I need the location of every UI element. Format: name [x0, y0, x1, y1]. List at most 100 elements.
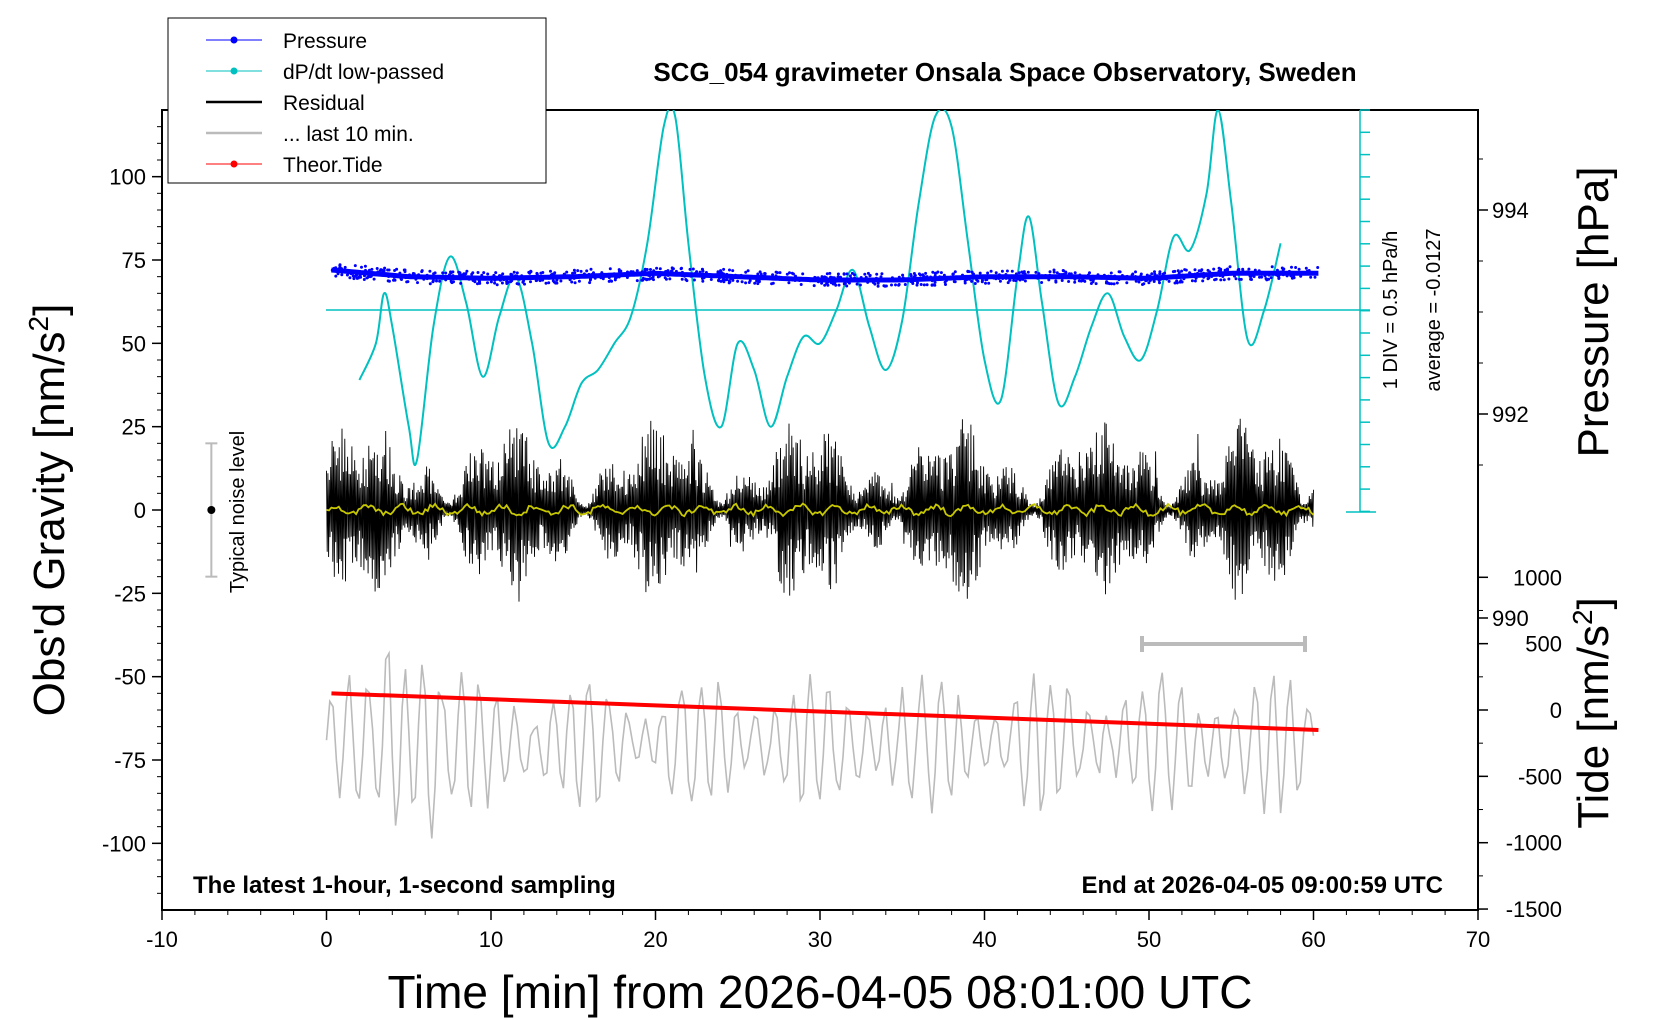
pressure-point: [1054, 274, 1058, 278]
pressure-point: [771, 277, 775, 281]
pressure-point: [1282, 267, 1286, 271]
theoretical-tide-series: [331, 691, 1319, 732]
x-tick-label: -10: [146, 927, 178, 952]
pressure-point: [343, 268, 347, 272]
pressure-point: [1217, 266, 1221, 270]
chart-title: SCG_054 gravimeter Onsala Space Observat…: [653, 57, 1356, 87]
legend-label: dP/dt low-passed: [283, 61, 444, 84]
pressure-point: [713, 274, 717, 278]
pressure-point: [1148, 274, 1152, 278]
pressure-point: [903, 283, 907, 286]
pressure-point: [980, 280, 984, 284]
pressure-point: [529, 280, 532, 284]
pressure-point: [655, 266, 659, 270]
pressure-point: [820, 275, 824, 279]
legend-label: Theor.Tide: [283, 154, 383, 177]
pressure-point: [339, 267, 343, 271]
pressure-point: [1004, 276, 1008, 280]
pressure-point: [646, 273, 650, 277]
pressure-point: [719, 279, 723, 283]
pressure-point: [689, 274, 693, 278]
pressure-point: [823, 283, 827, 287]
pressure-point: [685, 279, 689, 283]
pressure-point: [954, 277, 958, 280]
pressure-point: [1044, 274, 1047, 277]
pressure-point: [482, 271, 486, 275]
pressure-point: [1055, 271, 1059, 275]
pressure-point: [348, 276, 352, 280]
pressure-point: [744, 281, 748, 285]
y-axis-label-tide: Tide [nm/s2]: [1567, 597, 1618, 829]
pressure-point: [1241, 267, 1245, 271]
pressure-point: [1265, 278, 1269, 282]
pressure-point: [930, 283, 934, 287]
pressure-point: [680, 277, 684, 281]
pressure-point: [1040, 274, 1044, 278]
pressure-point: [1190, 279, 1194, 283]
pressure-point: [1256, 272, 1260, 276]
pressure-point: [1165, 277, 1169, 281]
pressure-point: [387, 279, 391, 283]
pressure-point: [722, 267, 726, 271]
pressure-point: [1150, 272, 1154, 276]
pressure-point: [698, 270, 702, 274]
pressure-point: [1081, 278, 1085, 282]
pressure-point: [1064, 275, 1068, 279]
dpdt-div-scale: [1346, 109, 1376, 513]
pressure-point: [1263, 274, 1267, 278]
pressure-point: [812, 284, 816, 288]
pressure-point: [1222, 278, 1226, 282]
pressure-point: [1212, 267, 1216, 271]
pressure-point: [933, 280, 937, 284]
pressure-point: [1178, 275, 1182, 279]
pressure-point: [573, 281, 577, 285]
y-tick-label: -50: [114, 665, 146, 690]
pressure-point: [649, 268, 652, 271]
pressure-point: [544, 281, 548, 285]
pressure-point: [1092, 278, 1095, 282]
pressure-point: [853, 273, 856, 277]
pressure-point: [755, 279, 759, 283]
pressure-point: [412, 272, 416, 276]
pressure-point: [1118, 270, 1122, 274]
pressure-point: [1193, 279, 1197, 283]
pressure-point: [1052, 270, 1056, 274]
pressure-point: [876, 284, 880, 288]
pressure-point: [791, 278, 795, 282]
pressure-point: [1073, 277, 1077, 281]
tide-tick-label: -1000: [1506, 831, 1562, 856]
pressure-point: [419, 275, 423, 279]
pressure-point: [425, 273, 429, 277]
pressure-point: [924, 271, 928, 275]
pressure-point: [834, 283, 838, 287]
pressure-point: [1228, 265, 1232, 269]
pressure-point: [1037, 272, 1041, 276]
pressure-point: [671, 267, 675, 271]
y-tick-label: -75: [114, 748, 146, 773]
pressure-point: [1040, 281, 1044, 284]
pressure-point: [970, 270, 974, 274]
pressure-point: [836, 272, 840, 276]
pressure-point: [494, 271, 498, 275]
pressure-point: [1247, 267, 1251, 271]
pressure-point: [756, 282, 760, 286]
pressure-point: [1154, 276, 1158, 280]
pressure-point: [343, 265, 347, 269]
pressure-point: [828, 271, 832, 275]
pressure-point: [842, 272, 846, 276]
x-tick-label: 40: [972, 927, 996, 952]
pressure-point: [555, 276, 559, 280]
pressure-point: [837, 283, 841, 287]
pressure-point: [1218, 274, 1222, 278]
pressure-point: [416, 281, 419, 285]
pressure-point: [587, 272, 591, 276]
pressure-point: [368, 275, 372, 279]
y-tick-label: -25: [114, 581, 146, 606]
pressure-point: [362, 278, 366, 281]
pressure-point: [465, 269, 469, 273]
pressure-point: [608, 267, 612, 271]
pressure-point: [612, 272, 616, 276]
pressure-point: [1105, 280, 1109, 284]
pressure-point: [768, 275, 772, 279]
pressure-point: [740, 280, 744, 284]
